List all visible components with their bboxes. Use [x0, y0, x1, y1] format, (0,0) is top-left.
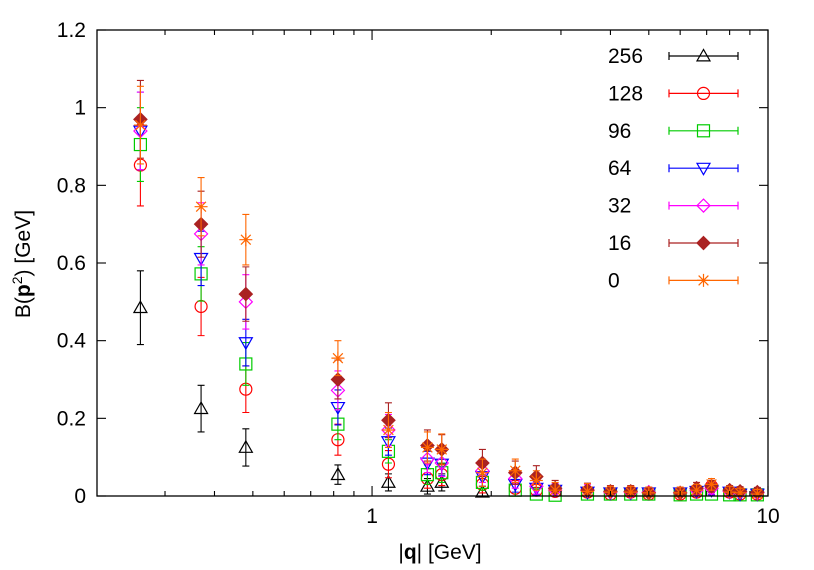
legend-marker [696, 86, 711, 101]
data-point [508, 464, 522, 478]
legend-label: 256 [608, 45, 643, 68]
legend-marker [697, 273, 710, 287]
y-tick-label: 0.6 [57, 252, 86, 275]
data-point [238, 286, 254, 302]
data-point [238, 337, 254, 351]
y-tick-label: 0 [74, 485, 86, 508]
x-axis-label: |q| [GeV] [398, 541, 481, 564]
data-point [580, 484, 594, 498]
legend-line [668, 89, 739, 98]
axes: 0 0.2 0.4 0.6 0.8 1 1.2 1 10 [57, 19, 780, 528]
legend-line [668, 164, 739, 173]
error-bar [242, 428, 250, 467]
data-point [548, 483, 562, 497]
series-64 [132, 91, 765, 502]
legend-line [668, 126, 739, 135]
data-point [238, 439, 254, 453]
data-point [474, 484, 490, 498]
data-point [507, 471, 523, 486]
legend-label: 32 [608, 195, 631, 218]
data-point [132, 299, 148, 314]
y-tick-label: 1.2 [57, 19, 86, 42]
legend-marker [696, 198, 711, 213]
data-point [419, 478, 435, 492]
legend-entry-64: 64 [608, 157, 739, 180]
data-point [380, 474, 396, 488]
data-point [133, 118, 147, 132]
data-point [420, 440, 434, 454]
legend-line [668, 201, 739, 210]
legend-entry-32: 32 [608, 195, 739, 218]
legend-marker [695, 48, 712, 62]
data-point [330, 372, 346, 387]
legend-entry-0: 0 [608, 269, 739, 292]
data-point [434, 474, 450, 488]
y-tick-label: 0.8 [57, 174, 86, 197]
data-point [434, 455, 450, 471]
series-0 [133, 85, 764, 501]
legend-marker [696, 124, 711, 138]
legend-label: 64 [608, 157, 632, 180]
data-point [435, 442, 449, 456]
series-128 [133, 123, 764, 501]
plot-frame [96, 29, 769, 497]
data-point [420, 451, 435, 467]
legend-marker [696, 235, 711, 251]
data-point [750, 487, 764, 501]
y-tick-label: 1 [74, 97, 86, 120]
data-point [690, 483, 704, 497]
data-point [193, 400, 209, 415]
y-axis-label: B(p2) [GeV] [9, 210, 35, 318]
legend-entry-16: 16 [608, 232, 739, 255]
legend-entry-96: 96 [608, 120, 739, 143]
data-point [733, 486, 747, 500]
legend: 256 128 96 64 32 16 0 [608, 45, 739, 292]
series-32 [133, 91, 765, 501]
data-point [331, 351, 345, 365]
error-bar [136, 270, 144, 346]
data-point [529, 473, 543, 487]
legend-marker [695, 162, 712, 176]
data-point [194, 200, 208, 214]
legend-line [668, 52, 739, 60]
legend-entry-128: 128 [608, 82, 739, 105]
x-tick-label: 1 [366, 505, 378, 528]
series-16 [133, 79, 765, 501]
y-tick-label: 0.2 [57, 407, 86, 430]
legend-label: 96 [608, 120, 631, 143]
x-tick-label: 10 [756, 505, 779, 528]
legend-label: 0 [608, 269, 620, 292]
data-point [381, 423, 395, 437]
data-point [705, 477, 719, 491]
data-point [330, 466, 346, 481]
data-point [475, 466, 489, 480]
plot-area [132, 79, 765, 502]
data-point [624, 485, 638, 499]
y-tick-label: 0.4 [57, 330, 87, 353]
data-point [239, 233, 253, 247]
legend-entry-256: 256 [608, 45, 739, 68]
legend-label: 16 [608, 232, 631, 255]
error-bar [197, 384, 205, 433]
legend-label: 128 [608, 82, 643, 105]
